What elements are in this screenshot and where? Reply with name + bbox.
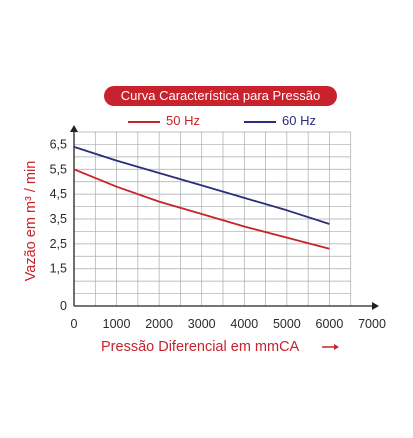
x-tick-label: 7000 — [358, 317, 386, 331]
legend-label-50hz: 50 Hz — [166, 113, 200, 128]
legend-swatch-50hz — [128, 120, 160, 123]
x-tick-label: 0 — [71, 317, 78, 331]
x-tick-label: 6000 — [316, 317, 344, 331]
legend-item-60hz: 60 Hz — [244, 112, 316, 130]
legend-label-60hz: 60 Hz — [282, 113, 316, 128]
x-axis-label: Pressão Diferencial em mmCA — [101, 339, 300, 355]
chart-title: Curva Característica para Pressão — [104, 86, 337, 106]
x-axis-arrow-icon — [322, 344, 339, 350]
y-tick-label: 2,5 — [50, 237, 67, 251]
x-tick-label: 4000 — [230, 317, 258, 331]
x-tick-label: 1000 — [103, 317, 131, 331]
x-tick-label: 2000 — [145, 317, 173, 331]
y-tick-label: 3,5 — [50, 212, 67, 226]
x-tick-label: 5000 — [273, 317, 301, 331]
x-tick-label: 3000 — [188, 317, 216, 331]
y-tick-label: 1,5 — [50, 262, 67, 276]
series-lines — [73, 146, 330, 250]
x-axis-arrowhead-icon — [372, 302, 379, 310]
legend-item-50hz: 50 Hz — [128, 112, 200, 130]
grid — [74, 131, 352, 306]
y-axis-label: Vazão em m³ / min — [23, 161, 39, 282]
y-tick-label: 0 — [60, 299, 67, 313]
tick-labels: 0 1000 2000 3000 4000 5000 6000 7000 0 1,5 2,5 3,5 4… — [50, 137, 386, 331]
axes — [70, 125, 379, 310]
series-line-60hz — [73, 146, 330, 225]
legend-swatch-60hz — [244, 120, 276, 123]
y-tick-label: 4,5 — [50, 187, 67, 201]
y-tick-label: 5,5 — [50, 162, 67, 176]
series-line-50hz — [73, 168, 330, 250]
y-tick-label: 6,5 — [50, 137, 67, 151]
y-axis-arrowhead-icon — [70, 125, 78, 132]
